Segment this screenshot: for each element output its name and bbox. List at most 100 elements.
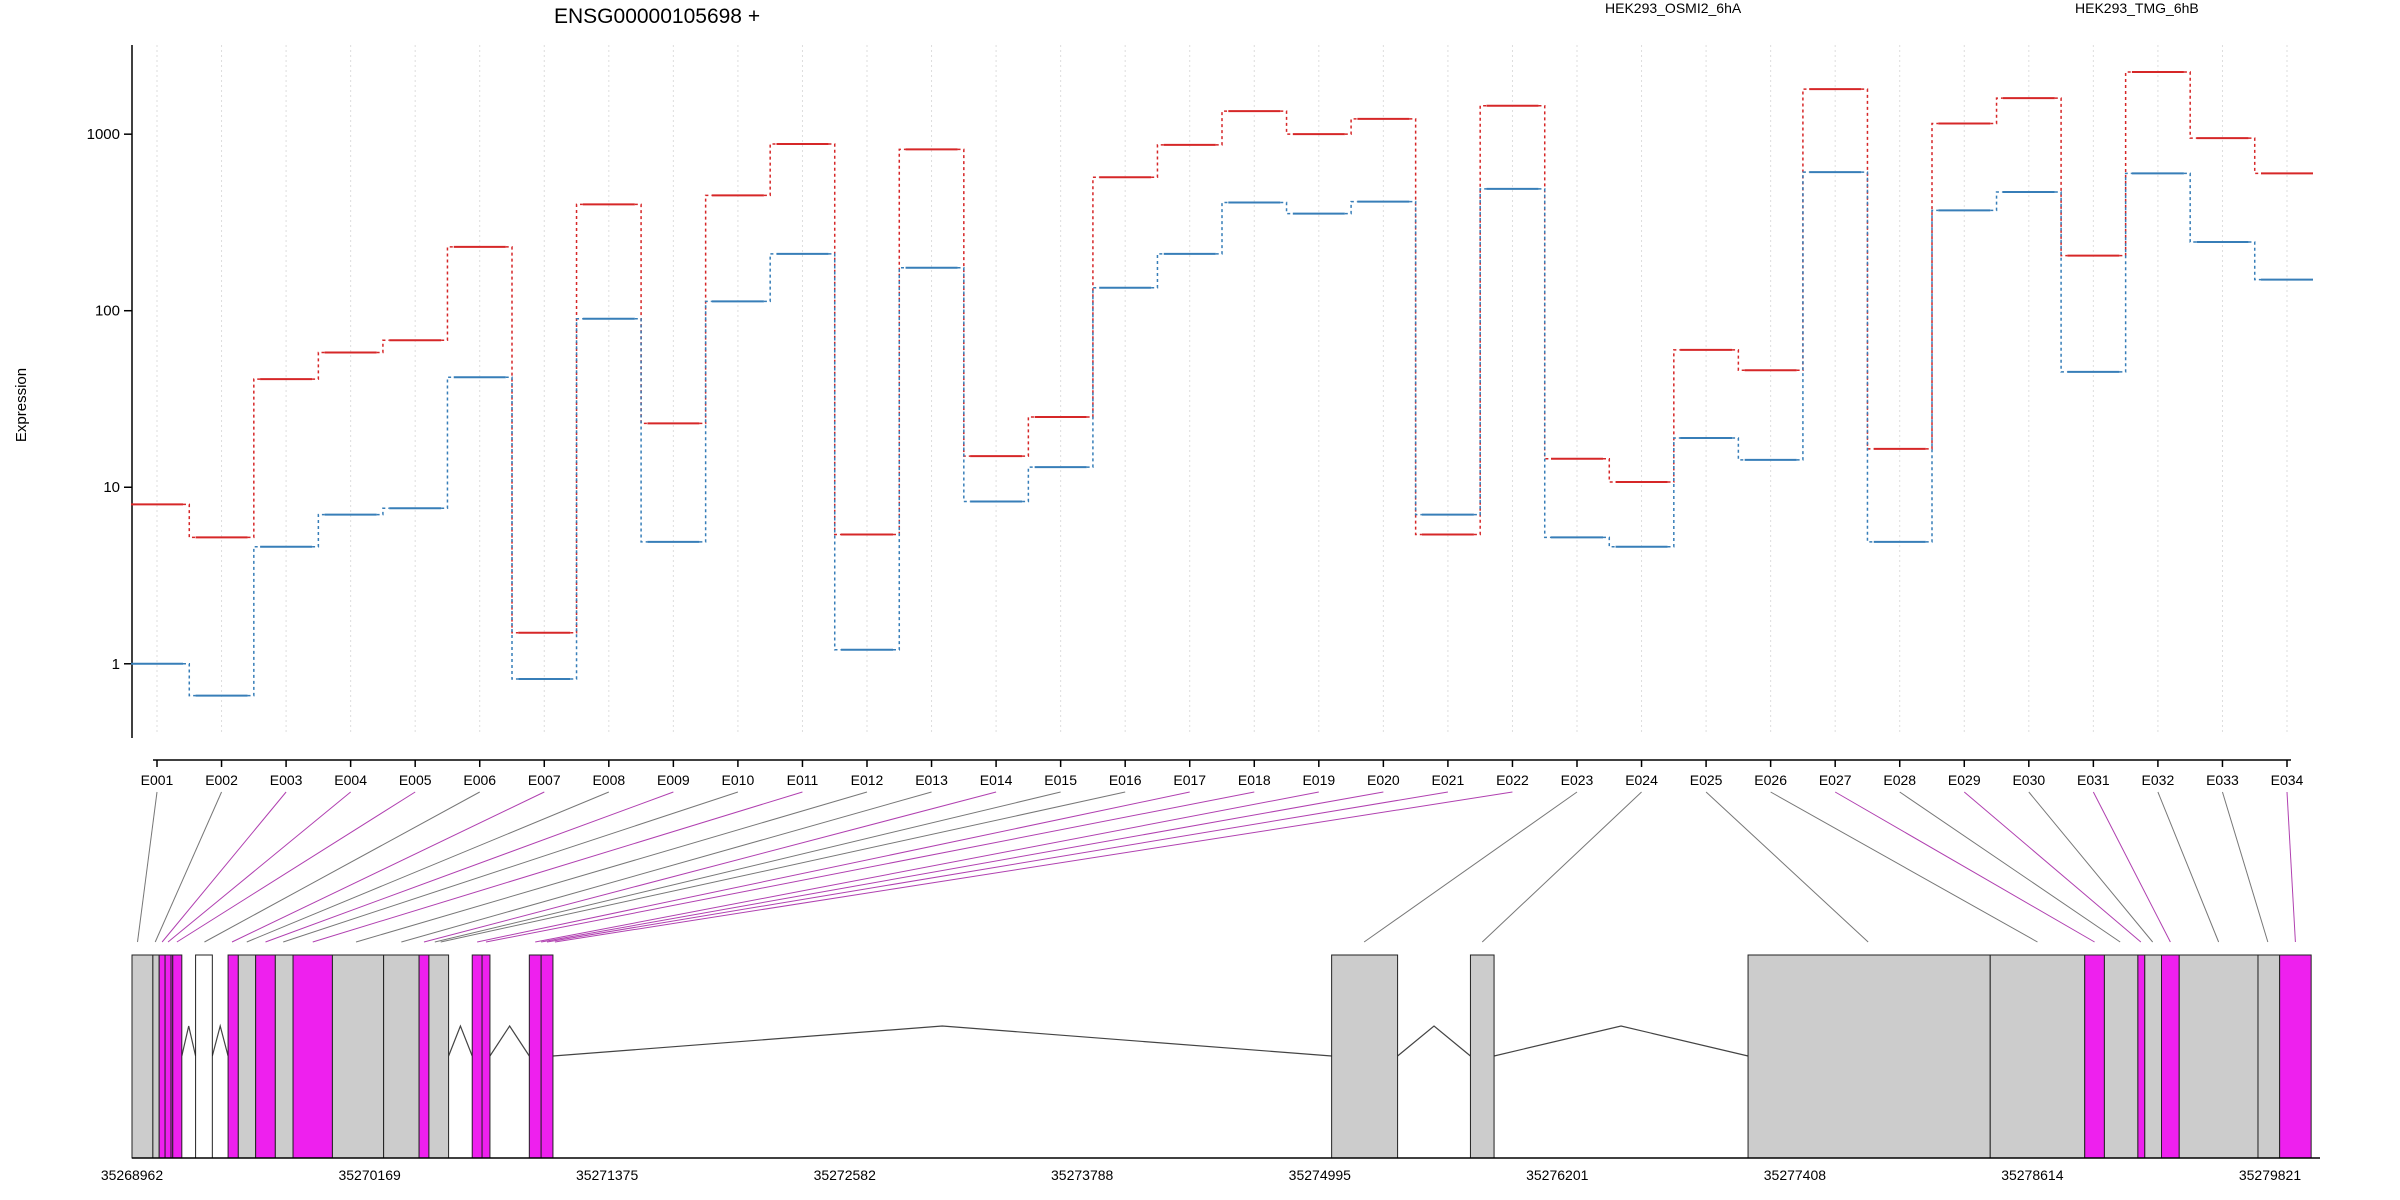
link-line-e009: [265, 791, 674, 943]
connector-osmi2-e017: [1215, 110, 1229, 146]
link-line-e016: [440, 791, 1126, 943]
exon-block-20: [540, 954, 554, 1159]
link-line-e015: [434, 791, 1061, 943]
exon-block-6: [172, 954, 183, 1159]
connector-osmi2-e005: [441, 246, 454, 342]
connector-tmg-e012: [893, 267, 906, 651]
coordinate-label-35268962: 35268962: [101, 1167, 164, 1183]
exon-block-14: [383, 954, 420, 1159]
exon-label-e006: E006: [463, 772, 496, 788]
exon-block-7: [195, 954, 213, 1159]
connector-tmg-e030: [2054, 191, 2068, 373]
exon-block-8: [227, 954, 239, 1159]
link-line-e008: [246, 791, 610, 943]
exon-label-e007: E007: [528, 772, 561, 788]
exon-block-9: [237, 954, 257, 1159]
coordinate-label-35276201: 35276201: [1526, 1167, 1589, 1183]
connector-tmg-e031: [2119, 172, 2132, 373]
link-line-e020: [541, 791, 1384, 943]
y-tick-label-1000: 1000: [87, 126, 120, 143]
coordinate-label-35279821: 35279821: [2239, 1167, 2302, 1183]
exon-label-e003: E003: [270, 772, 303, 788]
connector-tmg-e016: [1151, 253, 1164, 289]
link-line-e028: [1899, 791, 2121, 943]
exon-label-e031: E031: [2077, 772, 2110, 788]
legend-entry-osmi2: HEK293_OSMI2_6hA: [1605, 0, 1742, 16]
y-tick-label-100: 100: [95, 303, 120, 320]
coordinate-label-35272582: 35272582: [814, 1167, 877, 1183]
link-line-e032: [2157, 791, 2220, 943]
connector-osmi2-e024: [1667, 349, 1681, 483]
connector-tmg-e008: [634, 318, 648, 543]
connector-tmg-e020: [1409, 200, 1422, 516]
connector-tmg-e027: [1861, 171, 1874, 543]
intron-2: [211, 1023, 229, 1057]
connector-osmi2-e022: [1538, 104, 1551, 460]
gene-model: [131, 954, 2312, 1159]
connector-osmi2-e033: [2248, 137, 2261, 175]
y-tick-label-10: 10: [103, 479, 120, 496]
connector-osmi2-e010: [763, 143, 777, 197]
connector-osmi2-e009: [699, 194, 712, 425]
connector-osmi2-e008: [634, 203, 648, 425]
link-line-e023: [1363, 791, 1578, 943]
coordinate-label-35278614: 35278614: [2001, 1167, 2064, 1183]
exon-block-15: [418, 954, 430, 1159]
y-axis: 1 10 100 1000: [87, 45, 133, 738]
connector-osmi2-e014: [1022, 416, 1035, 457]
grid-lines: [156, 45, 2288, 735]
coordinate-label-35277408: 35277408: [1764, 1167, 1827, 1183]
exon-label-e008: E008: [592, 772, 625, 788]
connector-tmg-e004: [376, 507, 390, 516]
exon-block-32: [2279, 954, 2312, 1159]
link-line-e017: [477, 791, 1190, 943]
connector-tmg-e006: [505, 376, 519, 680]
connector-osmi2-e016: [1151, 144, 1164, 179]
exon-block-23: [1747, 954, 1991, 1159]
exon-link-lines: [137, 791, 2296, 943]
exon-label-e013: E013: [915, 772, 948, 788]
exon-label-e005: E005: [399, 772, 432, 788]
connector-osmi2-e019: [1344, 118, 1358, 135]
exon-label-e020: E020: [1367, 772, 1400, 788]
link-line-e011: [312, 791, 803, 943]
connector-osmi2-e030: [2054, 97, 2068, 257]
exon-label-e032: E032: [2142, 772, 2175, 788]
link-line-e007: [231, 791, 545, 943]
exon-label-e015: E015: [1044, 772, 1077, 788]
exon-label-e033: E033: [2206, 772, 2239, 788]
coordinate-label-35274995: 35274995: [1289, 1167, 1352, 1183]
exon-label-e016: E016: [1109, 772, 1142, 788]
connector-tmg-e022: [1538, 188, 1551, 539]
exon-block-12: [292, 954, 333, 1159]
connector-tmg-e017: [1215, 201, 1229, 255]
connector-tmg-e025: [1732, 437, 1745, 461]
exon-block-18: [481, 954, 491, 1159]
link-line-e027: [1834, 791, 2095, 943]
exon-block-27: [2137, 954, 2146, 1159]
exon-block-22: [1469, 954, 1495, 1159]
link-line-e003: [161, 791, 287, 943]
link-line-e006: [204, 791, 480, 943]
exon-block-4: [164, 954, 172, 1159]
exon-label-e017: E017: [1173, 772, 1206, 788]
exon-label-e012: E012: [851, 772, 884, 788]
link-line-e024: [1481, 791, 1642, 943]
exon-block-19: [528, 954, 542, 1159]
exon-block-10: [255, 954, 276, 1159]
connector-tmg-e024: [1667, 437, 1681, 548]
exon-label-e019: E019: [1302, 772, 1335, 788]
coordinate-label-35273788: 35273788: [1051, 1167, 1114, 1183]
exon-label-e027: E027: [1819, 772, 1852, 788]
genomic-coordinate-axis: 35268962 35270169 35271375 35272582 35273788…: [101, 1157, 2320, 1183]
connector-tmg-e003: [312, 513, 325, 548]
connector-osmi2-e023: [1603, 458, 1616, 483]
exon-label-e022: E022: [1496, 772, 1529, 788]
exon-block-21: [1331, 954, 1399, 1159]
intron-6: [1397, 1025, 1471, 1057]
connector-osmi2-e004: [376, 339, 390, 354]
exon-label-e018: E018: [1238, 772, 1271, 788]
exon-block-31: [2257, 954, 2281, 1159]
exon-label-e025: E025: [1690, 772, 1723, 788]
exon-block-16: [428, 954, 450, 1159]
